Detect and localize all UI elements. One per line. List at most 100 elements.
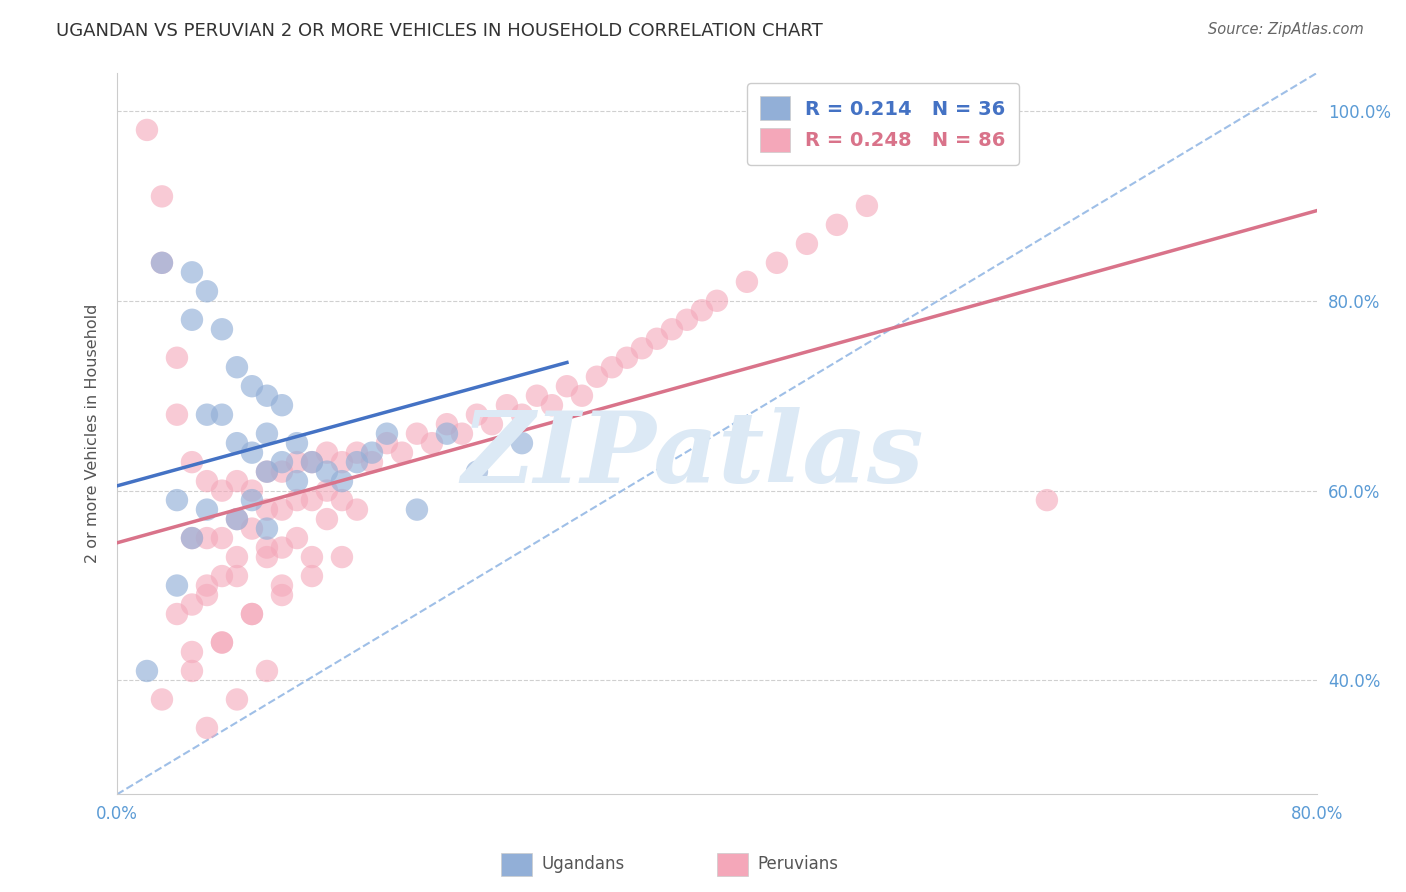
Point [735,275,758,289]
Point [285,455,308,469]
Point [240,607,263,621]
Point [271,398,294,412]
Point [256,664,278,678]
Point [256,465,278,479]
Point [856,199,879,213]
Text: UGANDAN VS PERUVIAN 2 OR MORE VEHICLES IN HOUSEHOLD CORRELATION CHART: UGANDAN VS PERUVIAN 2 OR MORE VEHICLES I… [56,22,823,40]
Point [211,408,233,422]
Point [465,465,488,479]
Point [510,436,533,450]
Point [645,332,668,346]
Point [330,474,353,488]
Point [420,436,443,450]
Point [240,445,263,459]
Point [226,692,249,706]
Point [631,341,654,355]
Point [496,398,519,412]
Y-axis label: 2 or more Vehicles in Household: 2 or more Vehicles in Household [86,304,100,564]
Point [330,550,353,565]
Point [150,256,173,270]
Point [256,502,278,516]
Point [796,236,818,251]
Text: Peruvians: Peruvians [758,855,839,873]
Point [226,512,249,526]
Point [226,436,249,450]
Point [510,408,533,422]
Point [195,588,218,602]
Point [181,265,204,279]
Point [181,664,204,678]
Point [240,483,263,498]
Point [526,389,548,403]
Point [256,541,278,555]
Point [211,569,233,583]
Point [465,408,488,422]
Point [285,531,308,545]
Point [181,531,204,545]
Point [181,598,204,612]
Point [825,218,848,232]
Point [301,455,323,469]
Point [451,426,474,441]
Point [240,379,263,393]
Point [166,493,188,508]
Point [195,408,218,422]
Point [301,493,323,508]
Point [166,351,188,365]
Point [195,721,218,735]
Legend: R = 0.214   N = 36, R = 0.248   N = 86: R = 0.214 N = 36, R = 0.248 N = 86 [747,83,1019,165]
Point [195,474,218,488]
Text: Ugandans: Ugandans [541,855,624,873]
Point [256,550,278,565]
Point [316,483,339,498]
Point [375,436,398,450]
Point [346,455,368,469]
Point [346,445,368,459]
Point [181,312,204,326]
Point [150,692,173,706]
Point [256,465,278,479]
Point [211,635,233,649]
Point [195,285,218,299]
Point [150,189,173,203]
Point [661,322,683,336]
Point [166,607,188,621]
Point [316,512,339,526]
Point [301,550,323,565]
Point [181,455,204,469]
Point [150,256,173,270]
Point [436,426,458,441]
Point [285,493,308,508]
Point [240,522,263,536]
Point [600,360,623,375]
Point [211,635,233,649]
Point [361,455,384,469]
Text: Source: ZipAtlas.com: Source: ZipAtlas.com [1208,22,1364,37]
Point [211,483,233,498]
Point [271,465,294,479]
Point [361,445,384,459]
Point [256,522,278,536]
Point [166,578,188,592]
Point [195,578,218,592]
Point [346,502,368,516]
Point [271,578,294,592]
Point [195,502,218,516]
Point [271,541,294,555]
Point [375,426,398,441]
Point [406,426,429,441]
Point [195,531,218,545]
Point [136,664,159,678]
Point [240,607,263,621]
Point [285,436,308,450]
Point [211,531,233,545]
Point [136,123,159,137]
Point [391,445,413,459]
Point [240,493,263,508]
Point [555,379,578,393]
Point [541,398,564,412]
Point [271,455,294,469]
Point [766,256,789,270]
Point [316,445,339,459]
Point [586,369,609,384]
